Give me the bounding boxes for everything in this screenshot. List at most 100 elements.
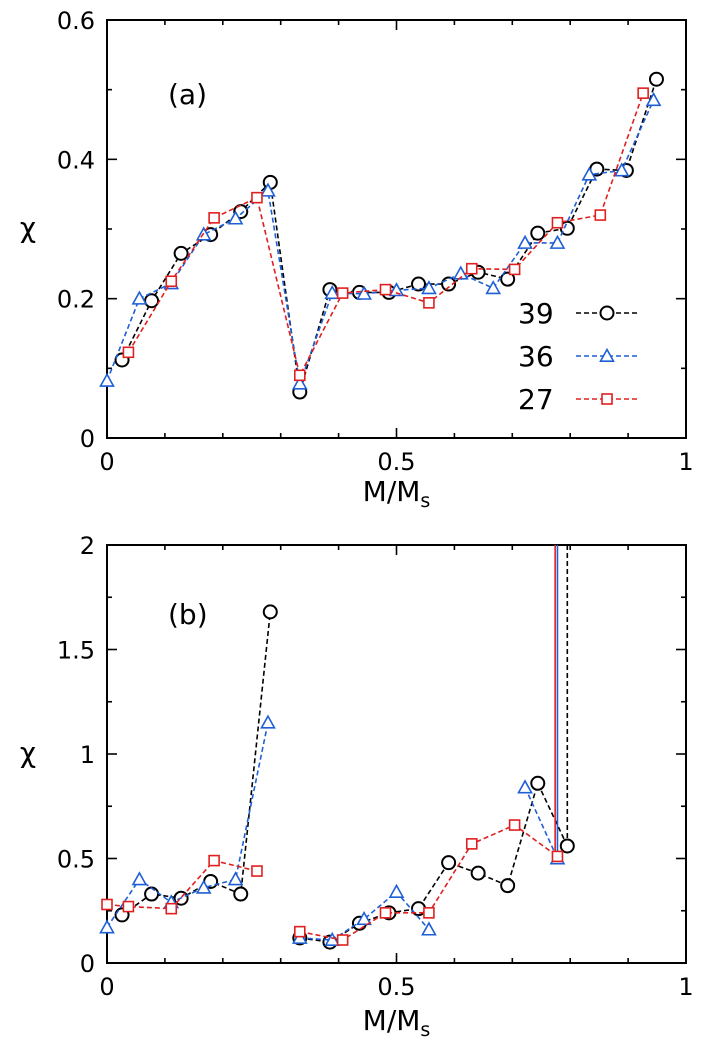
data-point: [388, 282, 405, 297]
legend-label: 36: [518, 340, 554, 373]
series-39: [114, 545, 575, 950]
data-point: [173, 245, 189, 261]
data-point: [356, 285, 372, 300]
data-point: [551, 216, 564, 229]
data-point: [122, 900, 135, 913]
x-axis-label-subscript: s: [420, 1019, 430, 1041]
data-point: [421, 921, 437, 936]
y-tick-label: 0.4: [57, 146, 95, 174]
data-point: [517, 234, 533, 249]
x-axis-label-subscript: s: [420, 490, 430, 512]
data-point: [233, 886, 249, 902]
y-tick-label: 1: [80, 741, 95, 769]
data-point: [165, 275, 178, 288]
legend-label: 27: [518, 383, 554, 416]
data-point: [500, 271, 516, 287]
data-point: [423, 297, 435, 309]
data-point: [144, 886, 160, 902]
panel-b: 0 0.5 1 0 0.5 1 1.5 2 M/Ms χ (b): [20, 532, 694, 1041]
data-point: [517, 779, 533, 794]
series-39: [114, 71, 664, 400]
data-point: [99, 919, 115, 934]
x-tick-label: 1: [678, 973, 693, 1001]
data-point: [291, 375, 308, 390]
data-point: [379, 283, 392, 296]
x-tick-label: 1: [678, 448, 693, 476]
data-point: [530, 225, 546, 241]
panel-label: (a): [168, 78, 207, 111]
y-tick-label: 1.5: [57, 637, 95, 665]
data-point: [208, 212, 220, 224]
data-point: [101, 898, 113, 911]
data-point: [549, 234, 566, 249]
series-27: [101, 545, 564, 946]
legend-label: 39: [518, 297, 554, 330]
data-point: [388, 883, 405, 898]
legend: 39 36 27: [518, 297, 638, 416]
data-point: [648, 71, 664, 87]
panel-a: 0 0.5 1 0 0.2 0.4 0.6 M/Ms χ (a) 39 36 27: [20, 7, 694, 512]
data-point: [227, 210, 244, 225]
data-point: [294, 925, 306, 938]
data-point: [324, 284, 341, 300]
x-tick-label: 0: [99, 448, 114, 476]
data-point: [637, 87, 649, 99]
y-axis-label: χ: [20, 211, 36, 244]
x-tick-label: 0: [99, 973, 114, 1001]
data-point: [470, 865, 486, 881]
data-point: [551, 850, 564, 863]
data-point: [411, 276, 427, 292]
x-axis-label: M/Ms: [363, 1004, 431, 1041]
data-point: [423, 907, 435, 919]
series-36: [99, 545, 566, 947]
data-point: [260, 182, 276, 197]
series-line: [106, 99, 655, 387]
panel-label: (b): [168, 598, 208, 631]
series-36: [99, 91, 662, 390]
data-point: [336, 287, 349, 299]
data-point: [613, 162, 630, 177]
data-point: [441, 855, 457, 871]
legend-marker: [599, 305, 615, 321]
series-line: [299, 890, 430, 941]
legend-marker: [599, 347, 615, 363]
data-point: [379, 907, 392, 919]
data-point: [500, 878, 516, 894]
y-axis-label: χ: [20, 736, 36, 769]
series-line: [106, 722, 269, 928]
data-point: [131, 871, 148, 886]
data-point: [131, 290, 148, 305]
data-point: [559, 838, 575, 854]
y-tick-label: 0.5: [57, 846, 95, 874]
data-point: [122, 346, 135, 359]
data-point: [165, 902, 178, 915]
data-point: [485, 280, 502, 295]
data-point: [260, 714, 276, 729]
data-point: [195, 879, 212, 894]
y-tick-label: 0: [80, 950, 95, 978]
data-point: [581, 166, 598, 181]
data-point: [251, 865, 263, 877]
y-tick-label: 0.6: [57, 7, 95, 35]
x-tick-label: 0.5: [377, 973, 415, 1001]
data-point: [645, 91, 662, 107]
data-point: [99, 372, 115, 387]
data-point: [421, 280, 437, 295]
data-point: [227, 871, 244, 886]
data-point: [465, 838, 478, 850]
data-point: [594, 209, 607, 221]
x-axis-label: M/Ms: [363, 475, 431, 512]
data-point: [452, 265, 469, 280]
data-point: [465, 262, 478, 275]
series-line: [121, 611, 272, 916]
series-line: [299, 781, 569, 943]
data-point: [144, 293, 160, 309]
y-tick-label: 0: [80, 425, 95, 453]
series-27: [122, 87, 649, 382]
data-point: [294, 369, 306, 382]
legend-marker: [601, 393, 613, 405]
data-point: [530, 775, 546, 791]
series-line: [524, 787, 559, 859]
data-point: [356, 910, 372, 926]
